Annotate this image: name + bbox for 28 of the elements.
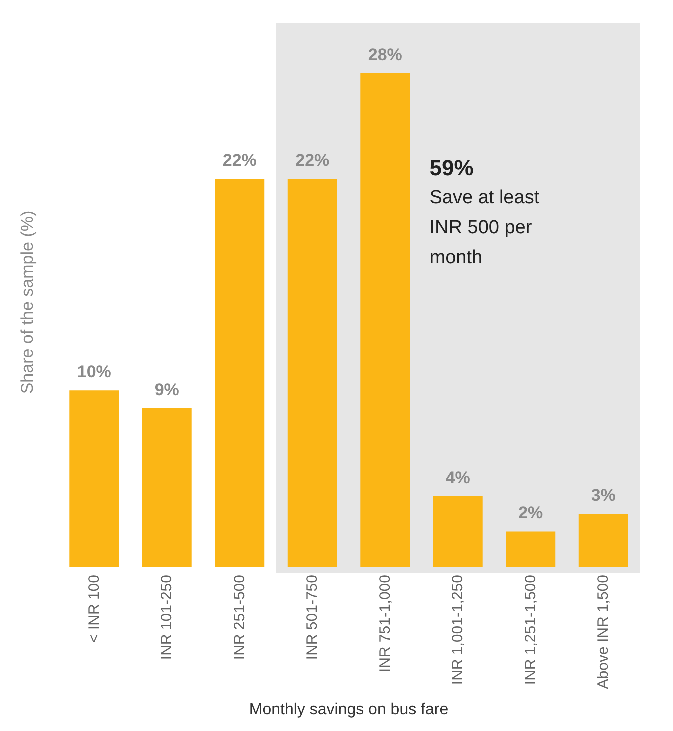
x-tick-label: INR 1,251-1,500 (522, 575, 540, 686)
x-axis-title: Monthly savings on bus fare (249, 702, 449, 718)
data-label: 3% (591, 486, 616, 506)
bar (433, 496, 483, 567)
data-label: 22% (296, 151, 330, 170)
data-label: 4% (446, 468, 470, 488)
x-tick-label: INR 1,001-1,250 (450, 575, 467, 686)
x-tick-label: Above INR 1,500 (595, 575, 612, 690)
bar (288, 179, 338, 567)
annotation: 59% (430, 156, 474, 180)
x-tick-label: INR 751-1,000 (376, 575, 394, 673)
bar (70, 390, 120, 567)
bar (578, 514, 628, 567)
bar (506, 532, 556, 567)
data-label: 10% (77, 362, 112, 382)
data-label: 9% (154, 380, 180, 400)
x-tick-label: INR 501-750 (304, 575, 322, 660)
y-axis-title: Share of the sample (%) (18, 210, 37, 394)
bar (215, 179, 265, 567)
x-tick-label: INR 101-250 (158, 575, 176, 660)
annotation: Save at least INR 500 per month (430, 188, 545, 268)
bar (360, 73, 410, 567)
bar (142, 408, 192, 567)
data-label: 2% (518, 504, 544, 523)
data-label: 28% (368, 45, 402, 64)
x-tick-label: < INR 100 (86, 575, 103, 643)
data-label: 22% (222, 151, 257, 170)
x-tick-label: INR 251-500 (231, 575, 248, 660)
